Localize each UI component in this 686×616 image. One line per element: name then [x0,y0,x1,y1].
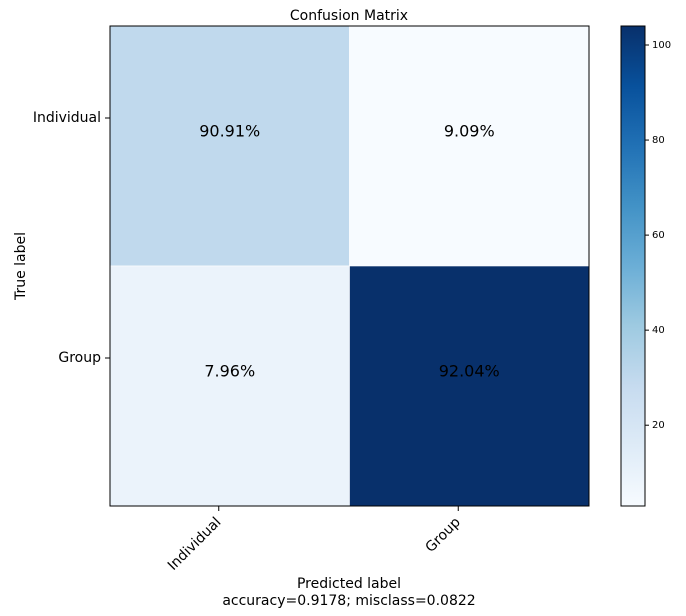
x-tick-label: Individual [165,514,225,574]
colorbar-tick-label: 20 [652,420,665,431]
colorbar-tick-label: 40 [652,325,665,336]
colorbar [620,25,646,507]
y-tick-label: Group [58,350,101,366]
y-tick-label: Individual [33,110,101,126]
cell-value-label: 92.04% [439,362,500,381]
x-axis-label: Predicted label [297,576,401,592]
matrix-frame [109,25,590,507]
colorbar-tick-label: 80 [652,135,665,146]
colorbar-tick-label: 100 [652,40,671,51]
matrix-cell [349,265,590,507]
cell-value-label: 90.91% [199,122,260,141]
matrix-cell [109,265,350,507]
matrix-cell [109,25,350,267]
matrix-cells [109,25,590,507]
chart-title: Confusion Matrix [290,8,408,24]
colorbar-ticks: 20 40 60 80 100 [645,40,671,431]
x-axis-ticks: Individual Group [165,506,464,574]
colorbar-tick-label: 60 [652,230,665,241]
accuracy-summary: accuracy=0.9178; misclass=0.0822 [222,593,475,609]
y-axis-ticks: Individual Group [33,110,110,366]
y-axis-label: True label [13,232,29,301]
cell-value-label: 7.96% [204,362,255,381]
cell-labels: 90.91% 9.09% 7.96% 92.04% [199,122,500,381]
cell-value-label: 9.09% [444,122,495,141]
x-tick-label: Group [422,514,464,556]
matrix-cell [349,25,590,267]
